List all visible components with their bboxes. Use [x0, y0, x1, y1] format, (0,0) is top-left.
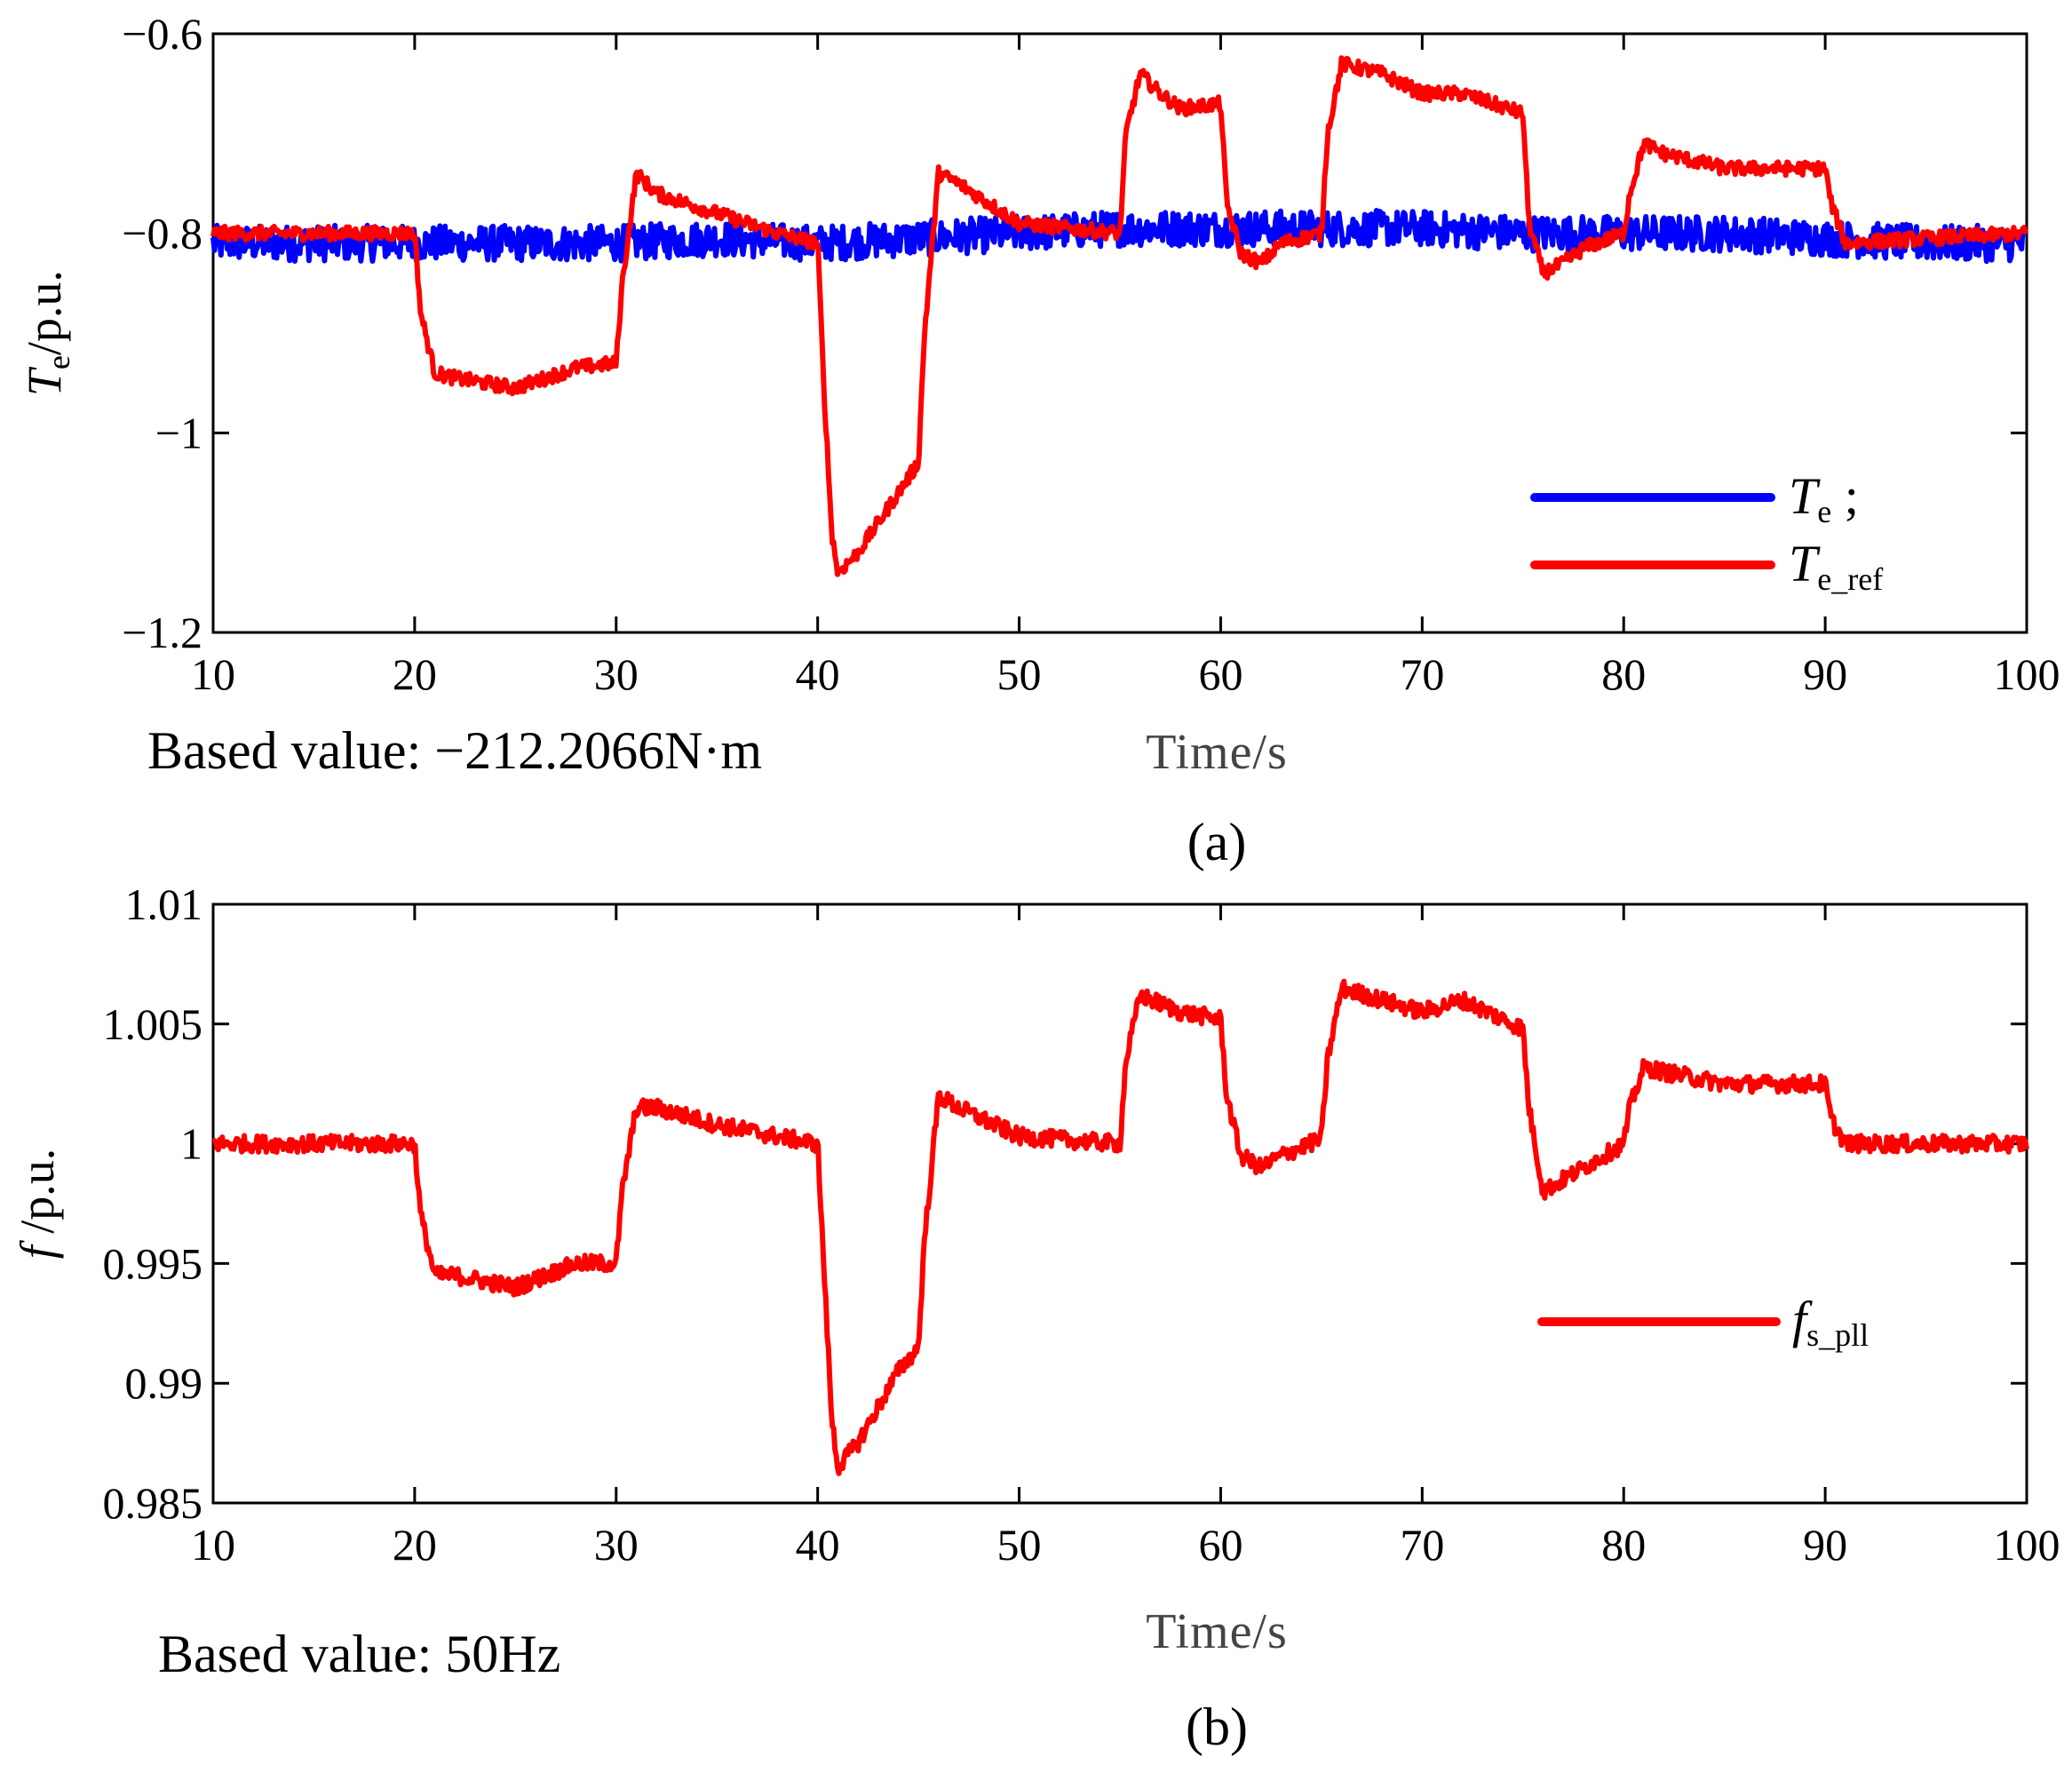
y-tick-label: −0.6 [122, 9, 202, 59]
x-tick-label: 50 [997, 649, 1042, 699]
x-tick-label: 90 [1803, 649, 1847, 699]
y-tick-label: −0.8 [122, 209, 202, 258]
x-tick-label: 10 [191, 649, 235, 699]
panel-a-caption: (a) [1187, 813, 1247, 871]
y-tick-label: −1 [155, 408, 202, 457]
y-tick-label: 1 [180, 1119, 202, 1169]
panel-b-chart: 10 20 30 40 50 60 70 80 90 100 0.985 0.99 0.995 1 1.0… [11, 879, 2060, 1756]
y-tick-label: 1.005 [103, 999, 203, 1049]
x-tick-label: 40 [796, 649, 840, 699]
x-tick-label: 30 [594, 649, 639, 699]
x-tick-label: 60 [1198, 649, 1242, 699]
x-tick-label: 100 [1994, 649, 2060, 699]
panel-b-series [211, 978, 2029, 1476]
panel-b-base-value-note: Based value: 50Hz [158, 1625, 560, 1683]
x-tick-label: 100 [1994, 1520, 2060, 1570]
series-line-te [210, 208, 2028, 265]
x-tick-label: 80 [1601, 649, 1646, 699]
panel-a-x-axis-title: Time/s [1146, 725, 1288, 780]
x-tick-label: 80 [1601, 1520, 1646, 1570]
panel-b-x-axis: 10 20 30 40 50 60 70 80 90 100 [191, 904, 2060, 1570]
x-tick-label: 90 [1803, 1520, 1847, 1570]
y-tick-label: 0.99 [125, 1358, 203, 1408]
panel-a-y-axis-title: Te/p.u. [18, 270, 76, 396]
panel-b-x-axis-title: Time/s [1146, 1604, 1288, 1659]
panel-b-plot-area [211, 902, 2028, 1505]
legend-label-te-ref: Te_ref [1789, 535, 1883, 597]
x-tick-label: 20 [393, 649, 437, 699]
panel-a-series [210, 55, 2029, 577]
panel-a-base-value-note: Based value: −212.2066N·m [147, 721, 762, 780]
x-tick-label: 40 [796, 1520, 840, 1570]
x-tick-label: 50 [997, 1520, 1042, 1570]
panel-b-caption: (b) [1186, 1697, 1248, 1756]
panel-a-plot-area [211, 32, 2028, 634]
panel-a-y-axis: −1.2 −1 −0.8 −0.6 [122, 9, 2027, 657]
legend-label-te: Te ; [1789, 467, 1859, 529]
x-tick-label: 30 [594, 1520, 639, 1570]
panel-b-y-axis: 0.985 0.99 0.995 1 1.005 1.01 [103, 879, 2027, 1528]
y-tick-label: 0.995 [103, 1238, 203, 1288]
x-tick-label: 70 [1400, 1520, 1444, 1570]
x-tick-label: 10 [191, 1520, 235, 1570]
panel-a-x-axis: 10 20 30 40 50 60 70 80 90 100 [191, 34, 2060, 699]
y-tick-label: −1.2 [122, 608, 202, 657]
x-tick-label: 60 [1198, 1520, 1242, 1570]
panel-a-legend: Te ; Te_ref [1530, 467, 1883, 597]
series-line-te-ref [210, 55, 2029, 577]
series-line-fs-pll [211, 978, 2029, 1476]
panel-b-y-axis-title: f /p.u. [11, 1149, 64, 1260]
y-tick-label: 1.01 [125, 879, 203, 929]
x-tick-label: 70 [1400, 649, 1444, 699]
panel-a-chart: 10 20 30 40 50 60 70 80 90 100 −1.2 −1 −0.8 −0.6 Te/… [18, 9, 2060, 871]
x-tick-label: 20 [393, 1520, 437, 1570]
y-tick-label: 0.985 [103, 1478, 203, 1528]
